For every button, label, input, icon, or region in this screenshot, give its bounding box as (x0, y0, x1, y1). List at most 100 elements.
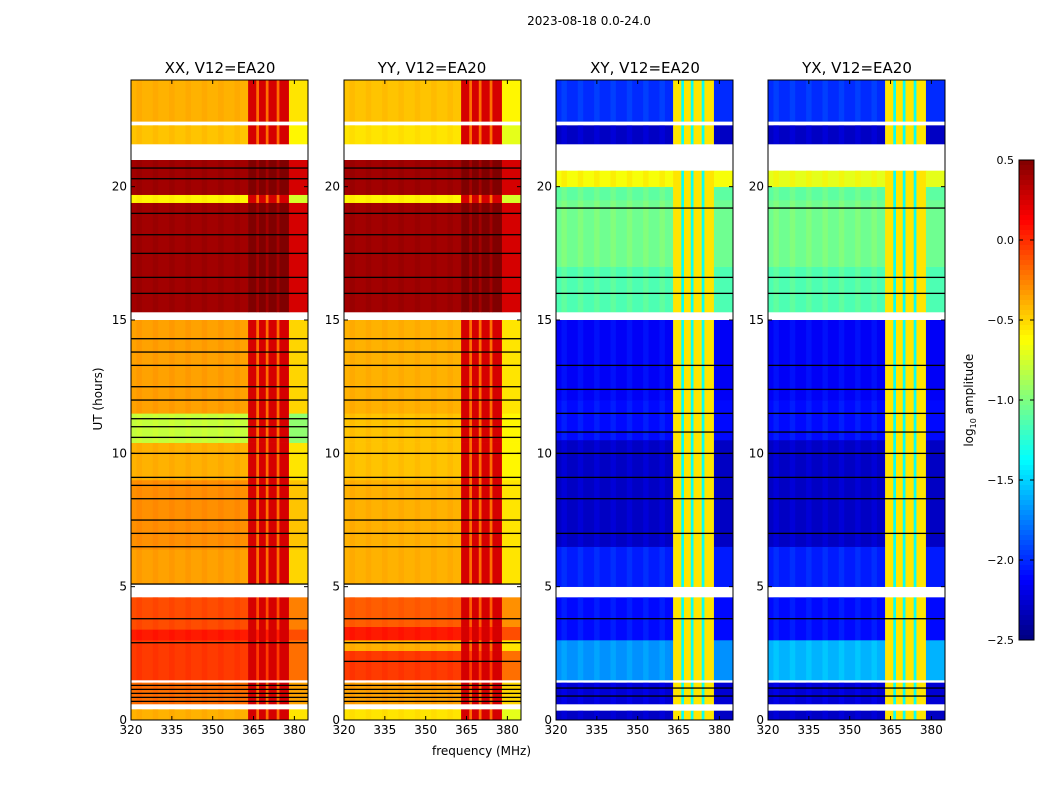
heatmap-cell (268, 480, 277, 550)
heatmap-texture (838, 710, 845, 720)
y-tick-label: 0 (756, 713, 764, 727)
heatmap-cell (885, 170, 894, 187)
y-tick-label: 10 (112, 446, 127, 460)
heatmap-cell (895, 186, 904, 201)
heatmap-cell (461, 549, 470, 585)
heatmap-texture (136, 480, 142, 550)
heatmap-texture (382, 80, 388, 122)
heatmap-texture (577, 710, 584, 720)
heatmap-texture (610, 170, 616, 187)
heatmap-cell (681, 170, 685, 187)
heatmap-cell (478, 202, 482, 313)
heatmap-texture (789, 125, 796, 144)
heatmap-cell (469, 442, 473, 481)
heatmap-cell (248, 125, 257, 145)
heatmap-texture (218, 597, 224, 630)
heatmap-cell (701, 320, 705, 401)
heatmap-texture (382, 320, 388, 414)
heatmap-texture (561, 440, 567, 547)
heatmap-cell (481, 480, 490, 550)
y-tick-label: 0 (332, 713, 340, 727)
heatmap-cell (288, 413, 309, 443)
heatmap-texture (365, 480, 372, 550)
heatmap-cell (885, 640, 894, 681)
heatmap-cell (248, 640, 257, 681)
heatmap-cell (701, 400, 705, 441)
heatmap-cell (913, 320, 917, 401)
heatmap-texture (561, 266, 567, 312)
heatmap-cell (258, 202, 267, 313)
heatmap-cell (478, 709, 482, 721)
heatmap-texture (349, 549, 355, 584)
heatmap-texture (659, 170, 665, 187)
heatmap-cell (895, 682, 904, 705)
heatmap-cell (913, 170, 917, 187)
heatmap-texture (152, 125, 159, 144)
heatmap-cell (916, 170, 927, 187)
heatmap-texture (855, 710, 861, 720)
heatmap-texture (234, 160, 240, 195)
colorbar-cell (1019, 585, 1034, 591)
colorbar-cell (1019, 355, 1034, 361)
heatmap-texture (382, 442, 388, 480)
colorbar-cell (1019, 265, 1034, 271)
heatmap-texture (152, 413, 159, 443)
heatmap-texture (382, 650, 388, 680)
colorbar-cell (1019, 330, 1034, 336)
flag-line (131, 642, 308, 644)
heatmap-cell (256, 640, 260, 681)
flag-line (131, 684, 308, 687)
heatmap-texture (185, 160, 191, 195)
heatmap-texture (169, 202, 175, 312)
heatmap-cell (461, 80, 470, 122)
heatmap-cell (279, 640, 290, 681)
heatmap-cell (713, 170, 734, 187)
colorbar-cell (1019, 190, 1034, 196)
flag-line (344, 178, 521, 180)
heatmap-texture (431, 413, 437, 443)
heatmap-texture (398, 320, 404, 414)
heatmap-cell (893, 266, 897, 313)
heatmap-texture (871, 710, 877, 720)
heatmap-texture (382, 549, 388, 584)
heatmap-cell (895, 170, 904, 187)
heatmap-texture (447, 709, 453, 720)
heatmap-texture (169, 320, 175, 414)
heatmap-cell (489, 650, 493, 681)
heatmap-cell (256, 442, 260, 481)
flag-line (344, 167, 521, 169)
heatmap-texture (610, 80, 616, 122)
heatmap-texture (185, 320, 191, 414)
heatmap-cell (501, 160, 522, 195)
heatmap-cell (471, 194, 480, 203)
heatmap-cell (916, 80, 927, 122)
heatmap-texture (201, 480, 208, 550)
heatmap-texture (838, 400, 845, 440)
flag-line (344, 688, 521, 691)
heatmap-texture (626, 200, 633, 267)
heatmap-cell (713, 400, 734, 441)
colorbar-cell (1019, 435, 1034, 441)
heatmap-texture (626, 440, 633, 547)
colorbar-cell (1019, 250, 1034, 256)
heatmap-cell (683, 710, 692, 721)
heatmap-cell (925, 320, 946, 401)
heatmap-cell (489, 320, 493, 414)
heatmap-cell (256, 480, 260, 550)
heatmap-cell (265, 597, 269, 630)
heatmap-cell (471, 160, 480, 195)
heatmap-texture (561, 640, 567, 680)
heatmap-texture (431, 626, 437, 640)
heatmap-texture (234, 413, 240, 443)
heatmap-cell (693, 682, 702, 705)
heatmap-cell (916, 320, 927, 401)
colorbar-cell (1019, 430, 1034, 436)
heatmap-texture (577, 200, 584, 267)
heatmap-cell (288, 549, 309, 585)
flag-line (768, 276, 945, 279)
heatmap-cell (704, 200, 715, 267)
heatmap-cell (893, 710, 897, 721)
heatmap-cell (489, 549, 493, 585)
heatmap-cell (489, 202, 493, 313)
heatmap-texture (398, 194, 404, 203)
